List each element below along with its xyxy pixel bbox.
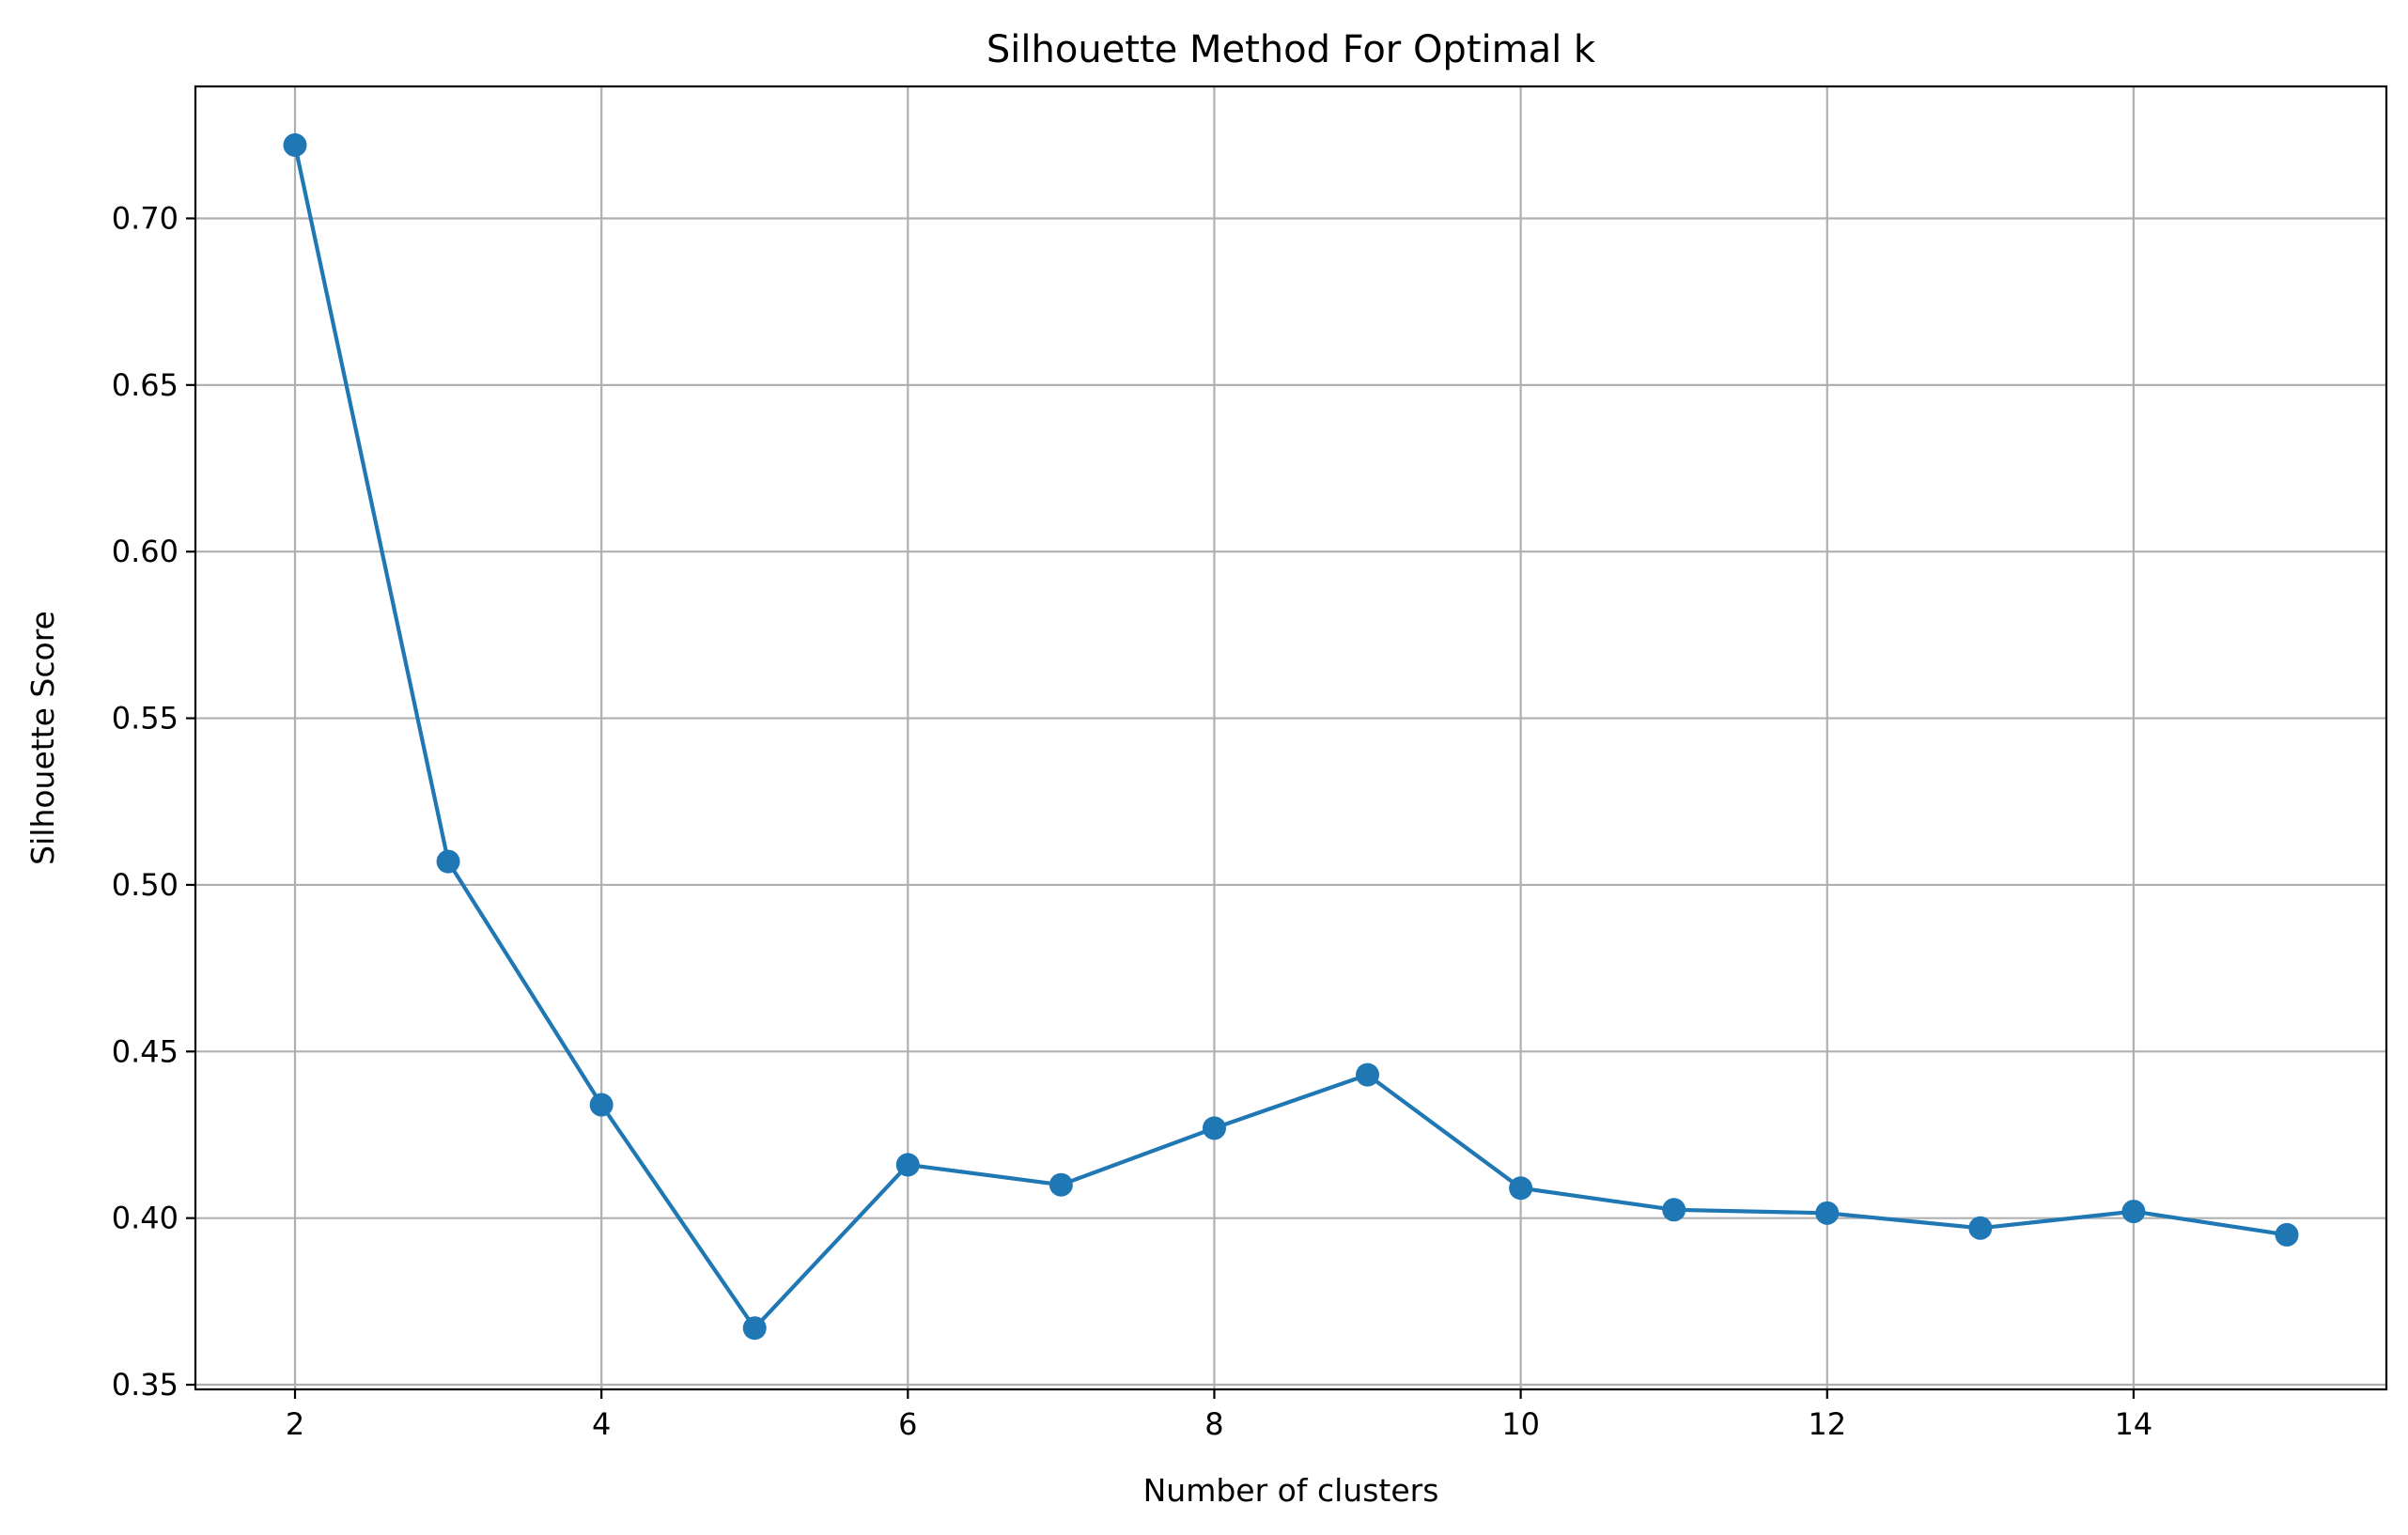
plot-frame [194, 85, 2388, 1391]
chart-title: Silhouette Method For Optimal k [987, 28, 1596, 71]
data-point [1815, 1201, 1840, 1225]
data-point [1509, 1176, 1533, 1201]
x-tick-label: 6 [898, 1406, 917, 1442]
data-point [2121, 1200, 2146, 1224]
y-tick-label: 0.65 [112, 367, 179, 403]
data-point [1049, 1172, 1073, 1197]
data-point [742, 1316, 767, 1341]
series-layer [283, 132, 2299, 1341]
data-point [1202, 1116, 1226, 1140]
y-tick-label: 0.40 [112, 1201, 179, 1236]
data-point [436, 849, 460, 874]
x-tick-label: 14 [2115, 1406, 2153, 1442]
x-tick-label: 10 [1501, 1406, 1540, 1442]
x-tick-label: 4 [592, 1406, 611, 1442]
series-line [292, 143, 2290, 1330]
x-axis-title: Number of clusters [1143, 1472, 1439, 1509]
data-point [1356, 1062, 1380, 1087]
y-tick-label: 0.50 [112, 867, 179, 903]
y-tick-label: 0.35 [112, 1367, 179, 1403]
x-tick-label: 12 [1808, 1406, 1846, 1442]
data-point [2275, 1222, 2299, 1247]
axis-ticks: 2 4 6 8 10 12 14 0.35 0.40 0.45 0.50 0.55 0.60 0.65 0.… [112, 200, 2153, 1442]
grid [195, 86, 2386, 1389]
data-point [1662, 1198, 1686, 1222]
y-tick-label: 0.45 [112, 1033, 179, 1069]
data-point [283, 132, 307, 157]
data-point [1968, 1216, 1993, 1240]
data-point [895, 1153, 920, 1177]
x-tick-label: 8 [1204, 1406, 1223, 1442]
y-tick-label: 0.55 [112, 701, 179, 736]
data-point [589, 1093, 614, 1117]
y-tick-label: 0.70 [112, 200, 179, 236]
y-axis-title: Silhouette Score [24, 611, 61, 865]
y-tick-label: 0.60 [112, 534, 179, 569]
x-tick-label: 2 [286, 1406, 304, 1442]
